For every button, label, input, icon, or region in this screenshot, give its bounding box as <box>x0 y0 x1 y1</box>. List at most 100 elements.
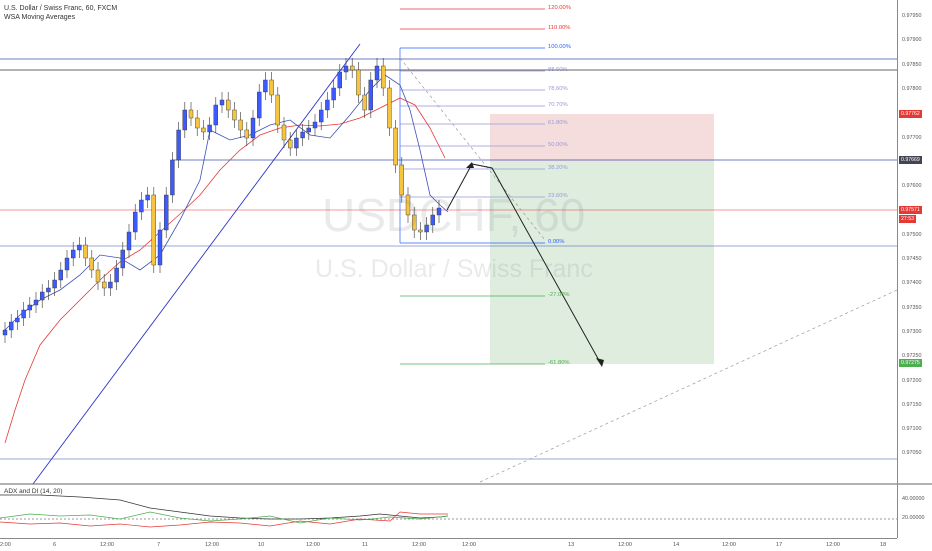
time-tick: 12:00 <box>100 542 114 548</box>
adx-scale-40: 40.00000 <box>902 496 925 502</box>
candle-body <box>83 244 88 259</box>
candle-body <box>337 71 342 89</box>
last-price-tag: 0.97571 <box>899 206 922 214</box>
candle-body <box>343 65 349 73</box>
candle-body <box>244 129 250 139</box>
moving-average-blue <box>4 74 449 331</box>
symbol-title[interactable]: U.S. Dollar / Swiss Franc, 60, FXCM <box>4 5 118 12</box>
time-tick: 12:00 <box>462 542 476 548</box>
candle-body <box>250 117 256 139</box>
take-profit-zone[interactable] <box>490 161 714 364</box>
stop-loss-zone[interactable] <box>490 114 714 161</box>
price-tick: 0.97350 <box>902 304 922 311</box>
candle-body <box>405 194 411 216</box>
candle-body <box>368 79 373 111</box>
candle-body <box>201 127 206 133</box>
candle-body <box>182 109 188 131</box>
candle-body <box>27 304 32 311</box>
candle-body <box>424 224 429 233</box>
candle-body <box>8 321 14 331</box>
candle-body <box>381 65 386 89</box>
candle-body <box>163 194 169 231</box>
candle-body <box>219 99 225 106</box>
fib-level-label: 61.80% <box>548 120 568 126</box>
projection-arrow-head-up <box>466 162 474 168</box>
time-tick: 17 <box>776 542 783 548</box>
price-tick: 0.97700 <box>902 134 922 141</box>
candle-body <box>145 194 150 201</box>
time-tick: 11 <box>362 542 368 548</box>
fib-level-label: 78.60% <box>548 86 568 92</box>
time-tick: 12:00 <box>412 542 426 548</box>
projection-path[interactable] <box>446 163 602 365</box>
dashed-trend-line-down[interactable] <box>399 57 546 241</box>
time-tick: 12:00 <box>618 542 632 548</box>
candle-body <box>238 119 243 131</box>
fib-retracement[interactable] <box>399 8 545 365</box>
countdown-tag: 27:53 <box>899 215 916 223</box>
time-tick: 6 <box>53 542 57 548</box>
candle-body <box>374 65 380 81</box>
chart-header: U.S. Dollar / Swiss Franc, 60, FXCM WSA … <box>4 4 117 22</box>
adx-indicator-title[interactable]: ADX and DI (14, 20) <box>4 488 63 495</box>
fib-level-label: 100.00% <box>548 44 571 50</box>
fib-level-label: 88.60% <box>548 67 568 73</box>
candle-body <box>151 194 157 266</box>
entry-price-tag: 0.97669 <box>899 156 922 164</box>
time-tick: 10 <box>258 542 265 548</box>
candle-body <box>399 164 404 196</box>
candle-body <box>64 257 70 271</box>
time-tick: 12:00 <box>722 542 736 548</box>
candle-body <box>207 124 212 133</box>
watermark-ticker: USDCHF, 60 <box>322 189 586 241</box>
price-tick: 0.97600 <box>902 183 922 190</box>
price-tick: 0.97200 <box>902 377 922 384</box>
candle-body <box>139 199 144 213</box>
candle-body <box>101 281 107 289</box>
moving-average-red <box>4 97 446 444</box>
time-tick: 2:00 <box>0 542 11 548</box>
price-tick: 0.97050 <box>902 450 922 457</box>
time-tick: 12:00 <box>306 542 320 548</box>
fib-level-label: 0.00% <box>548 239 565 245</box>
price-tick: 0.97500 <box>902 231 922 238</box>
candle-body <box>120 249 126 269</box>
candle-body <box>362 94 367 111</box>
price-tick: 0.97850 <box>902 61 922 68</box>
candle-body <box>294 137 299 149</box>
price-tick: 0.97900 <box>902 37 922 44</box>
di-plus-line <box>0 511 449 524</box>
adx-scale-20: 20.00000 <box>902 515 925 521</box>
ascending-trend-line[interactable] <box>32 43 361 485</box>
candle-body <box>108 281 113 289</box>
price-tick: 0.97250 <box>902 353 922 360</box>
fib-level-label: 70.70% <box>548 102 568 108</box>
candle-body <box>387 87 392 129</box>
candlesticks[interactable] <box>2 58 442 343</box>
time-tick: 12:00 <box>205 542 219 548</box>
candle-body <box>325 99 330 111</box>
candle-body <box>126 231 132 251</box>
candle-body <box>412 214 417 231</box>
price-tick: 0.97950 <box>902 13 922 19</box>
fib-level-label: -27.00% <box>548 292 570 298</box>
indicator-title[interactable]: WSA Moving Averages <box>4 14 76 21</box>
price-scale[interactable]: 0.979500.979000.978500.978000.977500.977… <box>897 0 932 538</box>
candle-body <box>52 279 57 289</box>
candle-body <box>58 269 63 281</box>
candle-body <box>436 207 442 216</box>
time-scale[interactable]: 2:00 6 12:00 7 12:00 10 12:00 11 12:00 12:00 13 12:… <box>0 538 897 551</box>
time-tick: 18 <box>880 542 887 548</box>
candle-body <box>89 257 95 271</box>
candle-body <box>275 94 280 126</box>
candle-body <box>15 317 20 323</box>
dashed-trend-line-up[interactable] <box>479 289 898 483</box>
candle-body <box>257 91 262 119</box>
watermark-name: U.S. Dollar / Swiss Franc <box>315 255 593 283</box>
di-minus-line <box>0 511 448 528</box>
candle-body <box>213 104 219 126</box>
price-tick: 0.97150 <box>902 401 922 408</box>
candle-body <box>356 69 361 96</box>
price-tick: 0.97450 <box>902 256 922 262</box>
